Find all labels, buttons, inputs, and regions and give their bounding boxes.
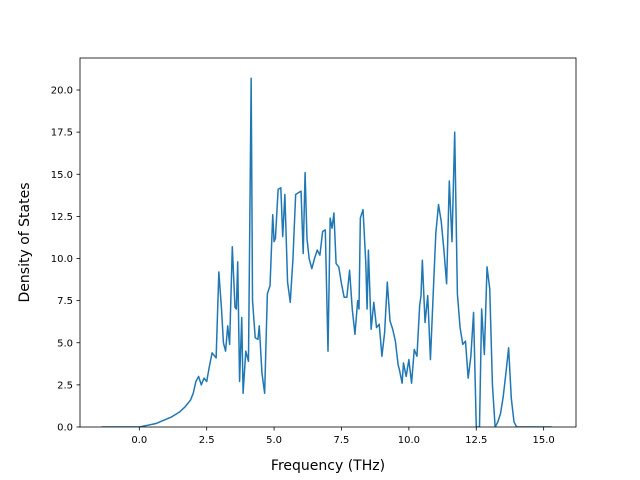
x-tick-label: 10.0 xyxy=(398,435,420,446)
y-axis-ticks: 0.0 2.5 5.0 7.5 10.0 12.5 15.0 17.5 20.0 xyxy=(51,86,80,434)
x-axis-ticks: 0.0 2.5 5.0 7.5 10.0 12.5 15.0 xyxy=(131,427,555,446)
y-tick-label: 12.5 xyxy=(51,212,73,223)
x-tick-label: 15.0 xyxy=(533,435,555,446)
plot-area xyxy=(101,77,552,427)
x-axis-label: Frequency (THz) xyxy=(271,458,385,474)
y-tick-label: 7.5 xyxy=(57,296,73,307)
y-tick-label: 17.5 xyxy=(51,128,73,139)
y-tick-label: 5.0 xyxy=(57,338,73,349)
y-tick-label: 2.5 xyxy=(57,380,73,391)
plot-frame xyxy=(79,57,577,428)
x-tick-label: 7.5 xyxy=(334,435,350,446)
x-tick-label: 2.5 xyxy=(199,435,215,446)
x-tick-label: 5.0 xyxy=(266,435,282,446)
y-axis-label: Density of States xyxy=(17,183,33,303)
y-tick-label: 20.0 xyxy=(51,86,73,97)
y-tick-label: 0.0 xyxy=(57,423,73,434)
x-tick-label: 0.0 xyxy=(131,435,147,446)
y-tick-label: 15.0 xyxy=(51,170,73,181)
x-tick-label: 12.5 xyxy=(465,435,487,446)
y-tick-label: 10.0 xyxy=(51,254,73,265)
dos-series-line-0 xyxy=(101,77,552,427)
